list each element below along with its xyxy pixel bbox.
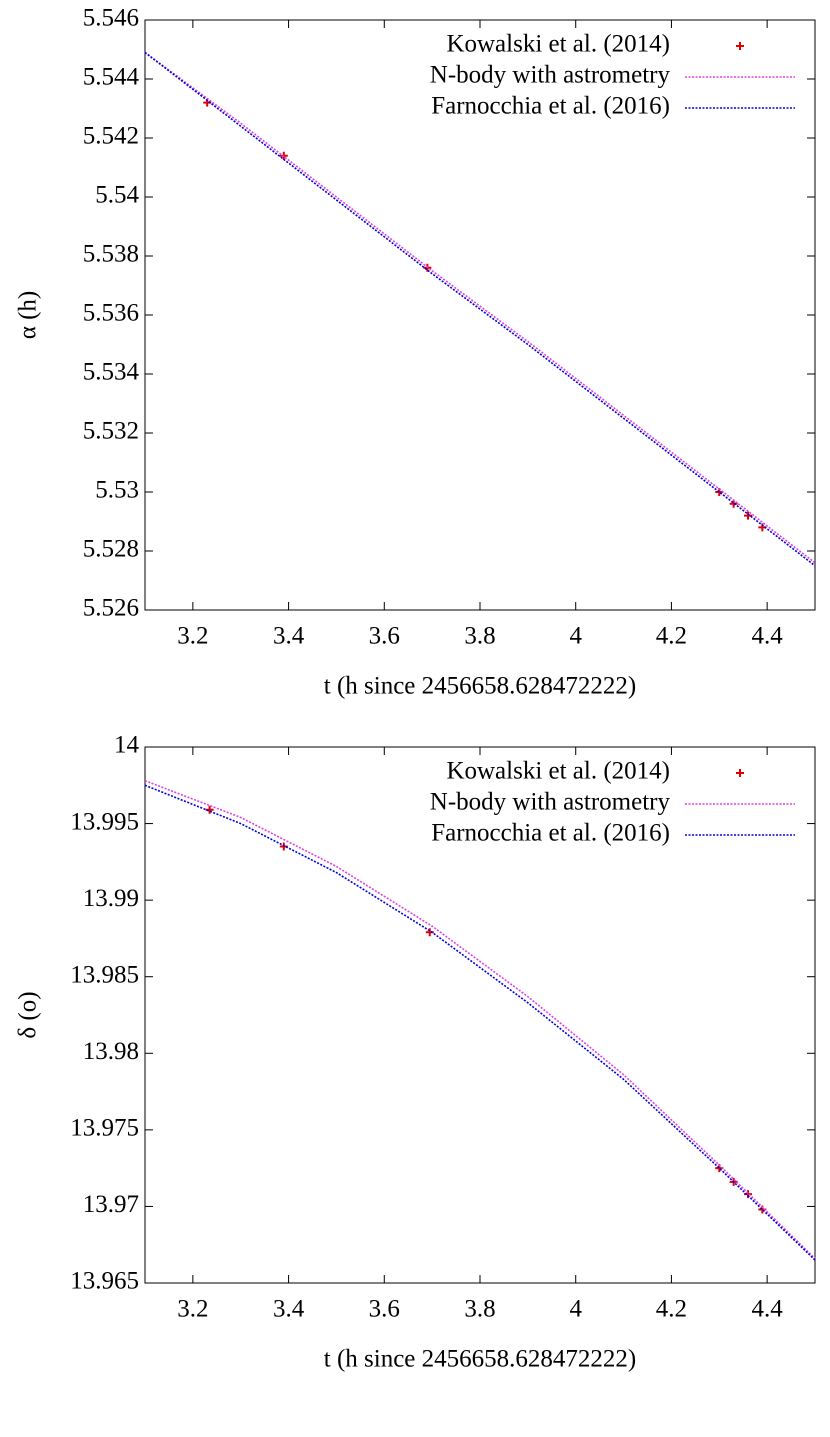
- x-tick-label: 4: [569, 623, 582, 650]
- x-tick-label: 3.6: [369, 623, 400, 650]
- y-tick-label: 13.965: [70, 1268, 139, 1295]
- y-tick-label: 5.538: [83, 241, 139, 268]
- data-point: [744, 511, 752, 520]
- legend-label: Farnocchia et al. (2016): [431, 820, 670, 847]
- y-tick-label: 5.534: [83, 359, 140, 386]
- x-tick-label: 3.2: [177, 1296, 208, 1323]
- y-tick-label: 5.544: [83, 64, 140, 91]
- y-tick-label: 5.526: [83, 595, 139, 622]
- x-tick-label: 4.2: [656, 623, 687, 650]
- y-tick-label: 5.53: [95, 477, 139, 504]
- y-tick-label: 13.99: [83, 885, 139, 912]
- y-tick-label: 14: [114, 732, 140, 759]
- legend-label: N-body with astrometry: [430, 62, 671, 89]
- legend-label: Farnocchia et al. (2016): [431, 93, 670, 120]
- data-point: [205, 805, 214, 814]
- legend-label: Kowalski et al. (2014): [446, 758, 670, 785]
- legend-marker: [736, 769, 744, 777]
- y-axis-label: δ (o): [15, 991, 42, 1038]
- data-point: [729, 499, 738, 508]
- legend-label: N-body with astrometry: [430, 789, 671, 816]
- x-tick-label: 4.4: [752, 623, 784, 650]
- x-tick-label: 4: [569, 1296, 582, 1323]
- y-tick-label: 5.528: [83, 536, 139, 563]
- y-tick-label: 5.536: [83, 300, 139, 327]
- y-tick-label: 5.532: [83, 418, 139, 445]
- legend-marker: [736, 42, 744, 50]
- x-tick-label: 4.2: [656, 1296, 687, 1323]
- data-point: [744, 1190, 752, 1199]
- y-tick-label: 13.985: [70, 961, 139, 988]
- y-tick-label: 13.98: [83, 1038, 139, 1065]
- data-line: [144, 51, 816, 564]
- legend-label: Kowalski et al. (2014): [446, 31, 670, 58]
- y-tick-label: 13.995: [70, 808, 139, 835]
- x-axis-label: t (h since 2456658.628472222): [324, 1346, 636, 1373]
- x-tick-label: 4.4: [752, 1296, 784, 1323]
- y-tick-label: 5.546: [83, 5, 139, 32]
- y-tick-label: 13.97: [83, 1191, 139, 1218]
- data-line: [144, 779, 816, 1260]
- x-tick-label: 3.4: [273, 1296, 305, 1323]
- x-tick-label: 3.4: [273, 623, 305, 650]
- x-tick-label: 3.8: [464, 1296, 495, 1323]
- x-tick-label: 3.2: [177, 623, 208, 650]
- x-tick-label: 3.8: [464, 623, 495, 650]
- y-tick-label: 13.975: [70, 1115, 139, 1142]
- data-line: [144, 51, 816, 567]
- y-tick-label: 5.542: [83, 123, 139, 150]
- data-line: [144, 784, 816, 1261]
- y-tick-label: 5.54: [95, 182, 139, 209]
- x-axis-label: t (h since 2456658.628472222): [324, 673, 636, 700]
- x-tick-label: 3.6: [369, 1296, 400, 1323]
- y-axis-label: α (h): [15, 291, 42, 340]
